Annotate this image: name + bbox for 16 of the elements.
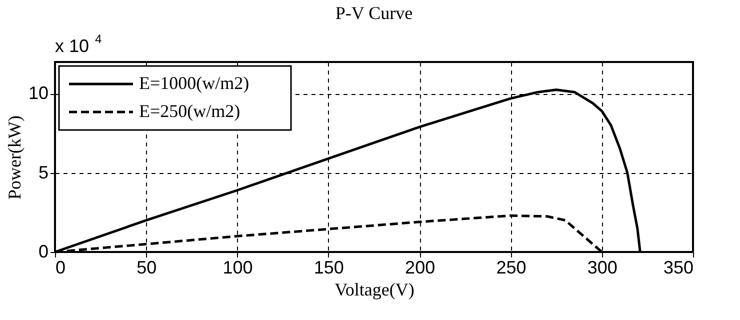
y-tick-label: 5: [38, 162, 48, 182]
x-tick-label: 300: [587, 258, 618, 278]
x-tick-label: 50: [136, 258, 157, 278]
y-tick-label: 0: [38, 242, 48, 262]
y-axis-title: Power(kW): [4, 116, 24, 200]
x-tick-label: 0: [56, 258, 66, 278]
x-tick-label: 150: [314, 258, 344, 278]
x-tick-label: 350: [663, 258, 694, 278]
x-tick-label: 200: [405, 258, 436, 278]
chart-title: P-V Curve: [335, 3, 413, 23]
y-tick-label: 10: [28, 83, 48, 104]
legend-label: E=1000(w/m2): [139, 73, 250, 93]
x-tick-label: 100: [222, 258, 253, 278]
x-axis-title: Voltage(V): [334, 280, 414, 300]
x-tick-label: 250: [496, 258, 526, 278]
legend-label: E=250(w/m2): [139, 101, 240, 121]
